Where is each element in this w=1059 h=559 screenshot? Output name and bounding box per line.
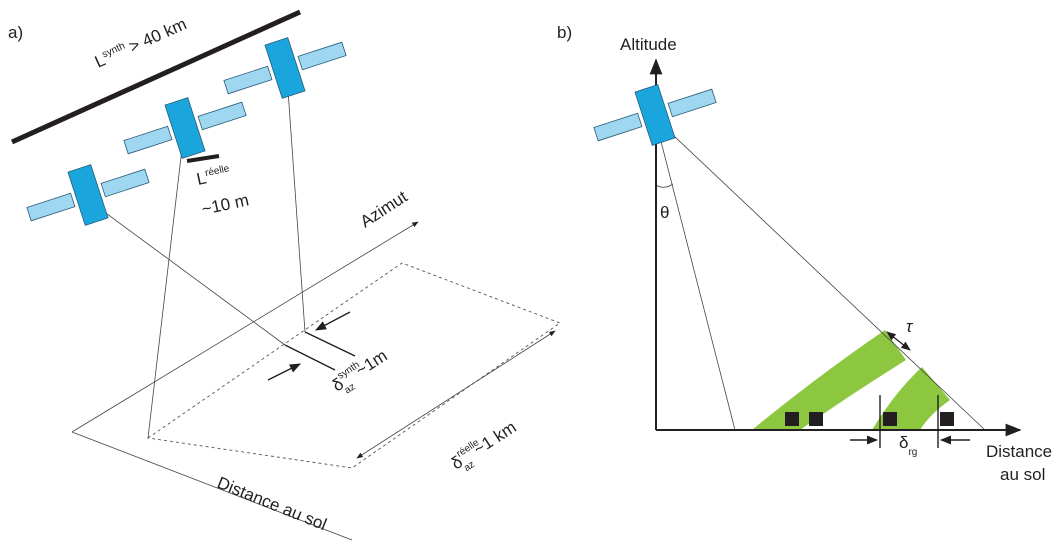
target	[883, 412, 897, 426]
azimuth-label: Azimut	[357, 187, 411, 231]
real-length-bar	[186, 154, 220, 163]
range-axis-label: Distance	[986, 442, 1052, 461]
satellite	[223, 37, 347, 99]
beam-line	[287, 89, 306, 333]
target	[940, 412, 954, 426]
synthetic-length-bar	[10, 9, 302, 145]
theta-label: θ	[660, 203, 669, 222]
beam-line	[654, 117, 736, 431]
resolution-line	[284, 344, 336, 371]
satellite	[26, 164, 150, 226]
resolution-line	[304, 331, 356, 357]
l-synth-label: Lsynth> 40 km	[92, 14, 190, 71]
target	[785, 412, 799, 426]
beam-line	[147, 139, 184, 439]
azimuth-axis	[71, 221, 419, 433]
range-axis-label: Distance au sol	[215, 473, 330, 534]
range-axis-label: au sol	[1000, 465, 1045, 484]
arrow	[315, 311, 351, 331]
real-azimuth-arrow	[356, 330, 556, 459]
arrow	[267, 363, 302, 381]
delta-az-synth-label: δsynthaz~1m	[328, 344, 394, 400]
delta-rg-label: δrg	[899, 433, 917, 458]
satellite	[123, 97, 247, 159]
range-axis	[71, 431, 353, 541]
target	[809, 412, 823, 426]
range-band	[752, 330, 906, 430]
altitude-label: Altitude	[620, 35, 677, 54]
tau-label: τ	[906, 317, 914, 336]
l-reelle-label: Lréelle	[195, 163, 233, 189]
delta-az-reelle-label: δréelleaz~1 km	[447, 416, 523, 479]
panel-label: a)	[8, 23, 23, 42]
satellite	[593, 84, 717, 146]
l-reelle-value: ~10 m	[200, 190, 251, 219]
pulse-arrow	[886, 331, 911, 351]
angle-arc	[655, 183, 674, 188]
beam-line	[94, 204, 286, 346]
panel-label: b)	[557, 23, 572, 42]
beam-line	[654, 117, 986, 431]
